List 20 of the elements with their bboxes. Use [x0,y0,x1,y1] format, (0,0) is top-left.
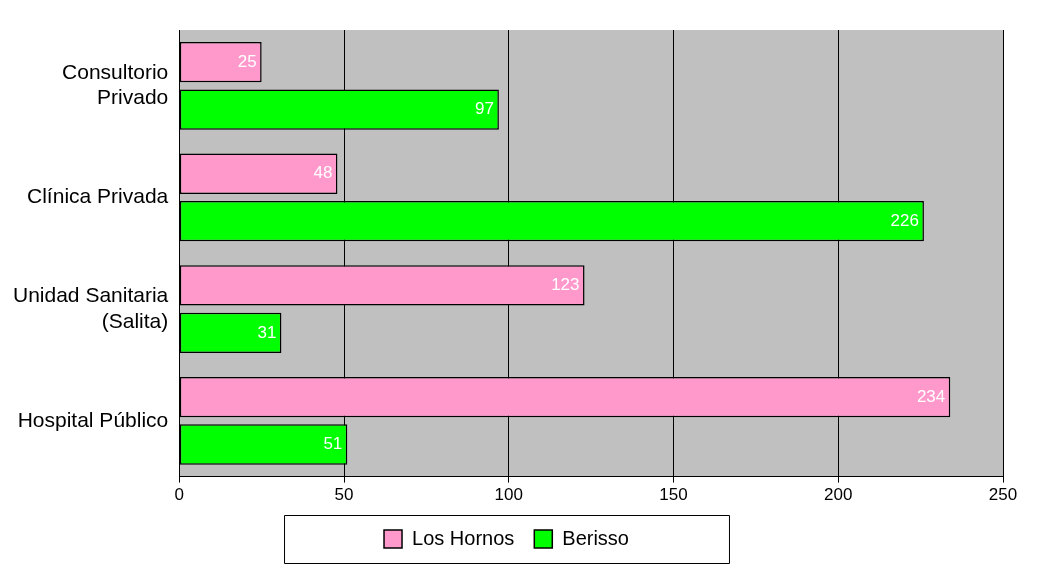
data-label: 51 [323,434,343,454]
x-tick-label: 150 [659,485,688,505]
data-label: 48 [313,163,333,183]
data-label: 31 [257,322,277,342]
legend-label: Los Hornos [412,526,515,549]
y-tick-label: Hospital Público [17,407,169,431]
x-tick-label: 0 [174,485,184,505]
x-tick-label: 250 [988,485,1018,505]
x-tick-label: 200 [824,485,853,505]
y-tick-label: Unidad Sanitaria (Salita) [13,283,169,332]
x-tick-label: 100 [494,485,523,505]
legend-label: Berisso [562,526,629,549]
y-tick-label: Clínica Privada [27,184,169,208]
y-tick-label: Consultorio Privado [62,60,169,109]
data-label: 25 [237,51,257,71]
x-tick-label: 50 [334,485,354,505]
data-label: 234 [916,386,946,406]
data-label: 123 [551,275,580,295]
data-label: 97 [474,99,494,119]
data-label: 226 [890,210,919,230]
